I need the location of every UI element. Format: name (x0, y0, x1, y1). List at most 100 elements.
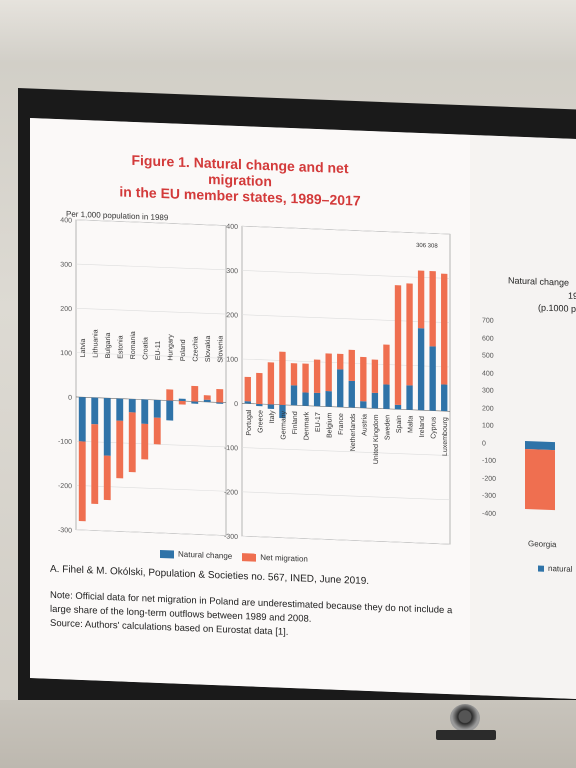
y-tick-label: 400 (226, 224, 238, 231)
gridline (76, 529, 226, 536)
bar-net-migration (256, 372, 263, 405)
right-panel-ytick: 300 (482, 387, 494, 395)
bar-natural-change (116, 398, 124, 421)
bar-natural-change (91, 397, 99, 425)
bar-natural-change (279, 404, 286, 419)
bar-natural-change (153, 399, 161, 418)
right-panel-ytick: 600 (482, 334, 494, 343)
gridline (242, 270, 450, 279)
right-panel-ytick: 200 (482, 404, 494, 413)
y-tick-label: -300 (58, 527, 72, 535)
x-category-label: Luxembourg (442, 417, 449, 456)
bar-natural-change (325, 390, 332, 407)
x-category-label: Portugal (246, 409, 253, 436)
camera-mount (436, 730, 496, 740)
x-category-label: Cyprus (431, 416, 438, 439)
bar-net-migration (279, 351, 286, 405)
display-screen: Figure 1. Natural change and net migrati… (30, 118, 576, 700)
bar-natural-change (313, 392, 321, 407)
bar-natural-change (216, 402, 224, 404)
bar-net-migration (383, 344, 390, 385)
gridline (242, 314, 450, 324)
y-tick-label: 0 (234, 401, 238, 408)
right-panel-legend: natural (538, 564, 572, 574)
x-category-label: France (338, 413, 345, 435)
bar-natural-change (128, 398, 136, 413)
bar-natural-change (78, 397, 86, 442)
bar-net-migration (394, 285, 402, 405)
bar-net-migration (78, 441, 86, 522)
bar-net-migration (128, 412, 136, 473)
bar-natural-change (429, 346, 436, 411)
y-tick-label: 400 (60, 217, 72, 224)
x-category-label: Netherlands (350, 413, 357, 451)
bar-net-migration (406, 283, 413, 386)
gridline (76, 219, 226, 226)
bar-natural-change (302, 392, 309, 406)
right-panel-ytick: 100 (482, 422, 494, 430)
x-category-label: Czechia (193, 336, 200, 362)
y-tick-label: 300 (60, 261, 72, 268)
bar-net-migration (166, 389, 174, 401)
bar-net-migration (153, 417, 161, 445)
x-category-label: Germany (280, 410, 287, 440)
y-tick-label: -300 (224, 533, 238, 541)
x-category-label: Greece (257, 410, 264, 433)
x-category-label: Hungary (168, 334, 175, 361)
bar-net-migration (429, 270, 436, 347)
y-tick-label: 100 (226, 356, 238, 363)
gridline (242, 491, 450, 501)
bar-natural-change (383, 384, 390, 409)
x-category-label: Ireland (419, 416, 426, 438)
y-tick-label: 0 (68, 395, 72, 402)
x-category-label: EU-17 (315, 412, 322, 432)
bar-net-migration (267, 362, 275, 405)
x-category-label: United Kingdom (373, 414, 380, 464)
bar-net-migration (302, 363, 309, 393)
bar-net-migration (91, 424, 99, 505)
right-panel-ytick: -200 (482, 474, 497, 483)
y-tick-label: -100 (224, 445, 238, 453)
x-category-label: EU-11 (155, 341, 162, 361)
bar-annotation: 306 (416, 243, 427, 249)
bar-natural-change (178, 398, 186, 402)
x-category-label: Bulgaria (105, 332, 112, 358)
right-panel-ytick: -100 (482, 457, 497, 465)
bar-net-migration (203, 395, 211, 400)
bar-net-migration (290, 363, 298, 386)
gridline (76, 396, 226, 403)
bar-net-migration (178, 400, 186, 405)
georgia-migration-bar (525, 449, 555, 511)
x-category-label: Spain (396, 415, 403, 433)
camera-icon (450, 704, 480, 732)
bar-natural-change (406, 385, 413, 410)
x-category-label: Lithuania (93, 329, 100, 358)
x-category-label: Sweden (384, 415, 391, 441)
bar-natural-change (290, 385, 298, 406)
bar-net-migration (417, 270, 425, 329)
y-tick-label: 200 (60, 306, 72, 313)
bar-net-migration (360, 356, 367, 402)
right-panel-category-label: Georgia (528, 539, 557, 550)
bar-natural-change (141, 399, 149, 425)
bar-net-migration (103, 455, 111, 501)
x-category-label: Belgium (327, 412, 334, 438)
bar-net-migration (141, 423, 149, 460)
gridline (242, 402, 450, 412)
x-category-label: Romania (130, 331, 137, 359)
gridline (76, 352, 226, 359)
bar-natural-change (417, 328, 425, 411)
bar-net-migration (244, 376, 251, 402)
bar-natural-change (203, 399, 211, 403)
bar-net-migration (348, 349, 355, 382)
bar-net-migration (337, 353, 344, 370)
gridline (242, 358, 450, 368)
x-category-label: Italy (269, 410, 276, 424)
gridline (76, 440, 226, 448)
x-category-label: Austria (361, 414, 368, 436)
bar-natural-change (256, 403, 263, 407)
next-slide-panel: Natural change 199 (p.1000 pop 700 600 500… (480, 135, 576, 700)
bar-natural-change (371, 392, 379, 409)
bar-natural-change (244, 401, 251, 404)
gridline (76, 485, 226, 492)
